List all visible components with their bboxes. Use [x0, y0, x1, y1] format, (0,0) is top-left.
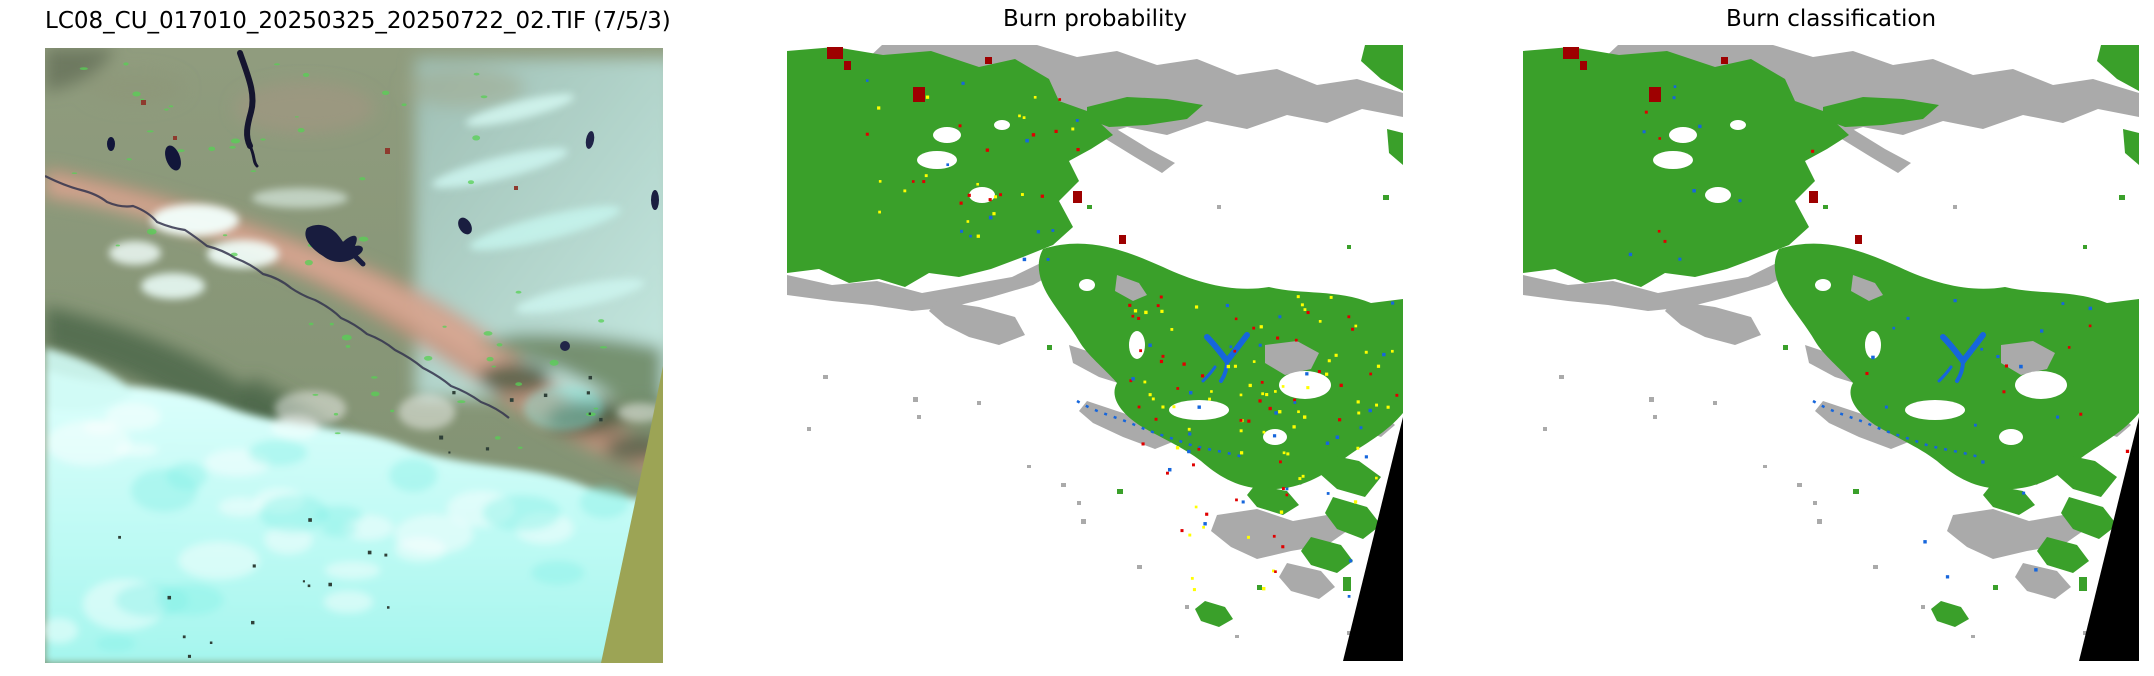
burn-classification-map [1523, 45, 2139, 661]
panel-burn-classification [1523, 45, 2139, 661]
panel-title-burn-classification: Burn classification [1725, 6, 1937, 32]
panel-satellite [45, 48, 663, 663]
panel-title-satellite: LC08_CU_017010_20250325_20250722_02.TIF … [45, 8, 671, 34]
panel-title-burn-probability: Burn probability [1002, 6, 1187, 32]
panel-burn-probability [787, 45, 1403, 661]
burn-probability-map [787, 45, 1403, 661]
classification-speckles [1628, 85, 2130, 579]
probability-speckles [865, 79, 1399, 598]
satellite-image [45, 48, 663, 663]
